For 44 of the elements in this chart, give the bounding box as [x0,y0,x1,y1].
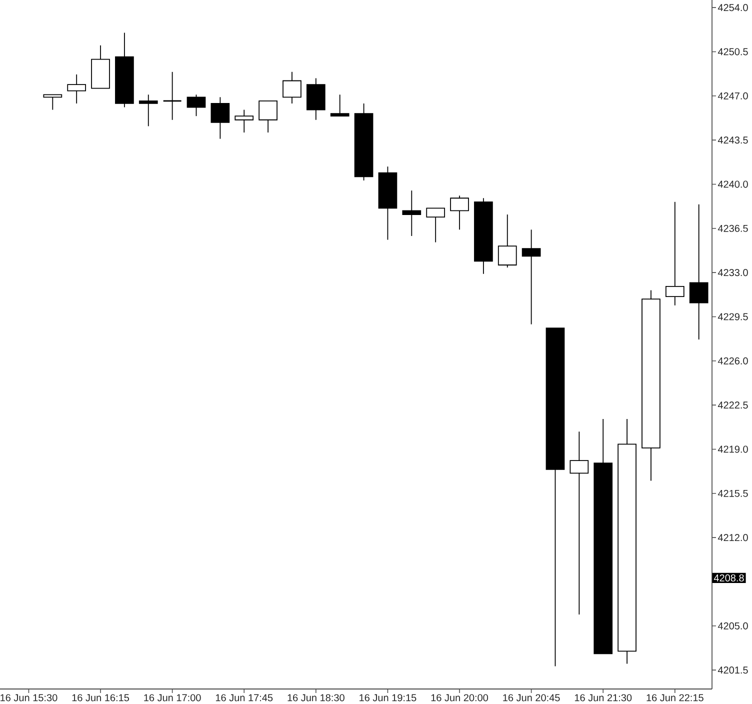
annotation: 4208.8 [714,574,744,582]
candlestick [162,71,182,120]
y-tick-label: 4212.0 [718,534,748,542]
candlestick [450,195,469,230]
candlestick [210,96,230,140]
y-tick-label: 4247.0 [718,92,748,100]
candlestick [426,208,446,243]
x-tick-label: 16 Jun 16:15 [72,694,129,702]
x-tick-label: 16 Jun 21:30 [574,694,632,702]
candlestick [186,94,206,117]
x-tick-label: 16 Jun 15:30 [0,694,58,702]
y-tick-label: 4233.0 [718,269,748,276]
x-tick-label: 16 Jun 17:00 [144,694,201,702]
y-tick-label: 4201.5 [718,666,748,674]
candlestick [665,201,684,306]
y-tick-label: 4250.5 [718,48,748,56]
candlestick [67,74,86,104]
y-tick-label: 4243.5 [718,136,748,144]
x-tick-label: 16 Jun 22:15 [646,694,704,702]
y-tick-label: 4226.0 [718,357,748,364]
candlestick [330,94,350,117]
y-tick-label: 4240.0 [718,180,748,188]
candlestick [234,109,254,133]
y-tick-label: 4254.0 [718,4,748,12]
x-tick-label: 16 Jun 20:00 [431,694,488,702]
y-tick-label: 4236.5 [718,224,748,232]
candlestick [282,71,302,104]
y-tick-label: 4229.5 [718,313,748,320]
x-tick-label: 16 Jun 20:45 [503,694,560,702]
x-tick-label: 16 Jun 19:15 [360,694,416,702]
y-tick-label: 4215.5 [718,490,748,497]
candlestick [402,190,422,236]
y-tick-label: 4219.0 [718,446,748,453]
candlestick [498,214,517,268]
candlestick [258,100,278,133]
x-tick-label: 16 Jun 18:30 [288,694,344,702]
candlestick [689,204,708,340]
candlestick [43,94,62,110]
y-tick-label: 4222.5 [718,402,748,409]
candlestick [138,94,158,127]
candlestick [522,229,541,325]
candlestick [570,431,589,615]
x-tick-label: 16 Jun 17:45 [216,694,273,702]
y-tick-label: 4205.0 [718,622,748,630]
